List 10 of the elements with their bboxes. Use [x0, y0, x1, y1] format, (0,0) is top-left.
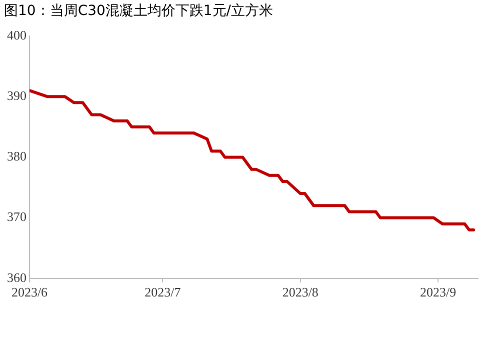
y-tick-label: 360 — [7, 270, 26, 285]
x-tick-label: 2023/8 — [282, 284, 318, 300]
y-tick-label: 400 — [7, 27, 26, 42]
y-tick-label: 370 — [7, 209, 26, 224]
y-tick-label: 380 — [7, 148, 26, 164]
x-tick-label: 2023/9 — [420, 284, 456, 300]
y-tick-label: 390 — [7, 88, 26, 104]
x-tick-label: 2023/7 — [144, 284, 182, 300]
x-tick-label: 2023/6 — [11, 284, 48, 300]
chart-title: 图10：当周C30混凝土均价下跌1元/立方米 — [4, 2, 274, 20]
